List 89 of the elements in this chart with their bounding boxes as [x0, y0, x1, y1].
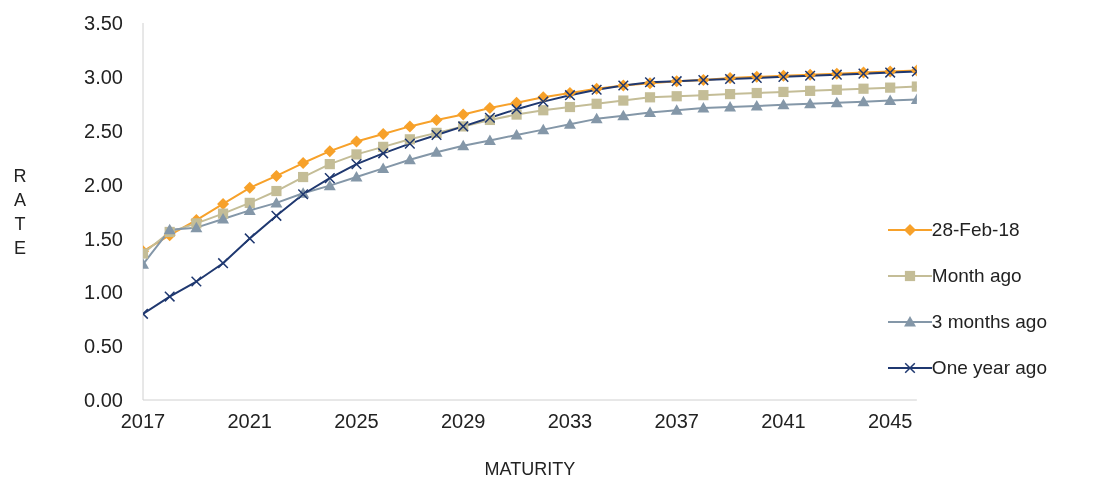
point — [297, 157, 310, 170]
point — [298, 171, 309, 183]
point — [670, 104, 683, 115]
point — [831, 84, 842, 95]
x-tick-label: 2041 — [761, 410, 806, 433]
point — [778, 86, 789, 98]
point — [617, 109, 630, 121]
point — [190, 221, 203, 233]
y-tick-label: 1.00 — [84, 281, 123, 304]
point — [350, 171, 363, 182]
point — [510, 129, 523, 140]
point — [750, 99, 763, 111]
point — [350, 158, 363, 170]
x-tick-label: 2045 — [867, 410, 913, 433]
point — [377, 162, 390, 173]
y-tick-label: 0.50 — [84, 335, 123, 358]
point — [483, 134, 496, 145]
x-tick-label: 2025 — [334, 410, 379, 433]
point — [644, 106, 657, 117]
point — [671, 91, 682, 102]
point — [885, 82, 896, 93]
point — [403, 153, 416, 165]
point — [858, 83, 869, 94]
y-tick-label: 3.00 — [84, 65, 123, 88]
point — [323, 145, 336, 158]
point — [217, 257, 229, 269]
point — [591, 98, 602, 109]
y-tick-label: 2.50 — [84, 119, 123, 142]
legend-label: One year ago — [931, 357, 1047, 379]
point — [430, 113, 443, 126]
legend-label: Month ago — [931, 265, 1022, 287]
x-tick-label: 2017 — [120, 410, 166, 433]
point — [537, 96, 549, 108]
legend-label: 28-Feb-18 — [931, 219, 1020, 241]
point — [270, 196, 283, 208]
x-tick-label: 2037 — [654, 410, 699, 433]
point — [830, 96, 843, 108]
point — [805, 85, 816, 96]
point — [618, 95, 629, 106]
point — [351, 149, 362, 160]
y-tick-label: 0.00 — [84, 389, 123, 412]
point — [270, 169, 283, 182]
point — [698, 90, 709, 101]
y-tick-label: 1.50 — [84, 227, 123, 250]
point — [511, 103, 523, 115]
point — [430, 146, 443, 157]
point — [884, 94, 897, 106]
point — [804, 97, 817, 109]
point — [751, 87, 762, 99]
point — [217, 197, 230, 210]
point — [350, 135, 363, 148]
x-tick-label: 2021 — [227, 410, 272, 433]
point — [564, 101, 576, 113]
point — [244, 197, 255, 208]
x-axis-title: MATURITY — [484, 459, 576, 477]
point — [217, 213, 230, 224]
point — [538, 105, 549, 116]
x-tick-label: 2029 — [440, 410, 486, 433]
y-axis-title: RATE — [13, 165, 27, 258]
point — [324, 172, 336, 184]
y-tick-label: 3.50 — [84, 12, 123, 35]
point — [777, 98, 790, 110]
point — [457, 139, 470, 151]
point — [190, 275, 202, 288]
x-tick-label: 2033 — [547, 410, 593, 433]
y-tick-label: 2.00 — [84, 173, 123, 196]
point — [857, 95, 870, 107]
point — [697, 102, 710, 113]
point — [404, 138, 416, 150]
point — [244, 232, 256, 244]
point — [377, 127, 390, 140]
point — [270, 210, 282, 222]
point — [243, 181, 256, 194]
point — [324, 159, 335, 170]
point — [483, 102, 496, 115]
point — [644, 92, 656, 103]
point — [457, 108, 470, 121]
legend-label: 3 months ago — [931, 311, 1047, 333]
point — [271, 185, 282, 197]
point — [377, 147, 389, 159]
point — [724, 101, 737, 112]
point — [403, 120, 416, 133]
point — [323, 179, 336, 191]
point — [724, 88, 736, 100]
point — [563, 118, 576, 129]
point — [590, 112, 603, 124]
point — [164, 291, 176, 303]
point — [537, 123, 550, 135]
point — [243, 204, 256, 215]
